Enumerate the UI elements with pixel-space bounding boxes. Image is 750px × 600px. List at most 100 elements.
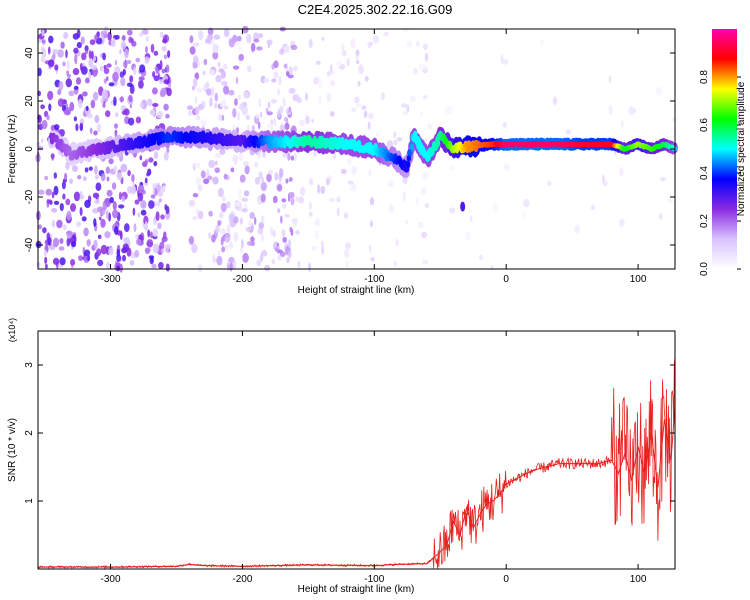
noise-blob xyxy=(565,129,572,135)
noise-blob xyxy=(217,249,222,256)
noise-blob xyxy=(288,106,291,113)
noise-blob xyxy=(150,256,154,262)
noise-blob xyxy=(144,159,149,165)
noise-blob xyxy=(336,60,342,67)
noise-blob xyxy=(258,222,264,230)
noise-blob xyxy=(66,60,70,70)
noise-blob xyxy=(326,178,330,186)
noise-blob xyxy=(502,122,507,128)
noise-blob xyxy=(198,103,204,111)
noise-blob xyxy=(65,161,70,171)
noise-blob xyxy=(75,123,79,132)
noise-blob xyxy=(205,38,208,44)
noise-blob xyxy=(157,222,162,230)
noise-blob xyxy=(223,28,230,38)
noise-blob xyxy=(255,114,259,119)
noise-blob xyxy=(279,124,286,133)
noise-blob xyxy=(153,50,159,56)
noise-blob xyxy=(523,198,530,208)
x-tick-label: 0 xyxy=(503,274,509,285)
noise-blob xyxy=(120,77,126,87)
noise-blob xyxy=(368,244,372,253)
noise-blob xyxy=(63,109,71,116)
noise-blob xyxy=(82,91,88,97)
noise-blob xyxy=(89,39,96,45)
noise-blob xyxy=(150,43,155,53)
noise-blob xyxy=(70,259,76,266)
noise-blob xyxy=(258,199,262,205)
noise-blob xyxy=(153,151,159,160)
noise-blob xyxy=(346,260,349,268)
noise-blob xyxy=(137,184,145,194)
noise-blob xyxy=(122,243,129,252)
noise-blob xyxy=(212,254,216,264)
noise-blob xyxy=(152,87,158,95)
noise-blob xyxy=(230,167,235,173)
noise-blob xyxy=(134,249,140,258)
noise-blob xyxy=(223,63,228,70)
noise-blob xyxy=(311,118,315,123)
noise-blob xyxy=(321,36,325,41)
noise-blob xyxy=(126,60,132,64)
noise-blob xyxy=(193,77,198,88)
noise-blob xyxy=(65,198,71,206)
noise-blob xyxy=(207,175,213,180)
noise-blob xyxy=(284,213,290,218)
colorbar-tick-label: 0.8 xyxy=(699,70,710,84)
noise-blob xyxy=(47,90,54,101)
noise-blob xyxy=(146,100,153,106)
noise-blob xyxy=(248,220,253,228)
noise-blob xyxy=(114,59,118,66)
y-tick-label: 40 xyxy=(24,47,35,59)
noise-blob xyxy=(73,116,77,122)
noise-blob xyxy=(318,95,322,105)
noise-blob xyxy=(93,130,98,136)
noise-blob xyxy=(93,218,97,227)
noise-blob xyxy=(552,96,558,106)
noise-blob xyxy=(139,155,143,161)
noise-blob xyxy=(321,245,324,255)
ridge-core xyxy=(54,134,59,142)
noise-blob xyxy=(53,185,59,196)
noise-blob xyxy=(40,46,45,52)
noise-blob xyxy=(102,102,106,108)
noise-blob xyxy=(45,188,53,196)
ridge-core xyxy=(405,161,411,168)
ridge-core xyxy=(340,136,345,144)
noise-blob xyxy=(260,215,265,223)
noise-blob xyxy=(329,197,336,203)
noise-blob xyxy=(193,42,200,47)
noise-blob xyxy=(235,77,239,84)
noise-blob xyxy=(329,111,335,117)
noise-blob xyxy=(250,236,255,243)
noise-blob xyxy=(44,249,47,257)
noise-blob xyxy=(361,105,367,110)
noise-blob xyxy=(220,70,226,79)
noise-blob xyxy=(267,42,271,49)
noise-blob xyxy=(140,200,147,209)
noise-blob xyxy=(345,242,351,250)
noise-blob xyxy=(423,43,428,51)
noise-blob xyxy=(88,71,91,80)
noise-blob xyxy=(358,64,364,75)
noise-blob xyxy=(304,92,309,102)
noise-blob xyxy=(105,76,109,81)
noise-blob xyxy=(241,208,248,213)
noise-blob xyxy=(256,46,263,51)
noise-blob xyxy=(305,116,310,124)
noise-blob xyxy=(48,103,52,112)
x-tick-label: 100 xyxy=(630,274,647,285)
noise-blob xyxy=(44,175,49,181)
noise-blob xyxy=(144,247,151,254)
colorbar-tick-label: 0.2 xyxy=(699,214,710,228)
noise-blob xyxy=(85,105,89,111)
noise-blob xyxy=(68,90,75,97)
noise-blob xyxy=(308,38,313,49)
colorbar-tick-label: 0.6 xyxy=(699,118,710,132)
noise-blob xyxy=(44,263,48,269)
noise-blob xyxy=(53,200,60,205)
noise-blob xyxy=(118,191,122,200)
noise-blob xyxy=(63,31,69,40)
noise-blob xyxy=(620,120,624,128)
snr-multiplier: (x10⁴) xyxy=(7,318,17,342)
